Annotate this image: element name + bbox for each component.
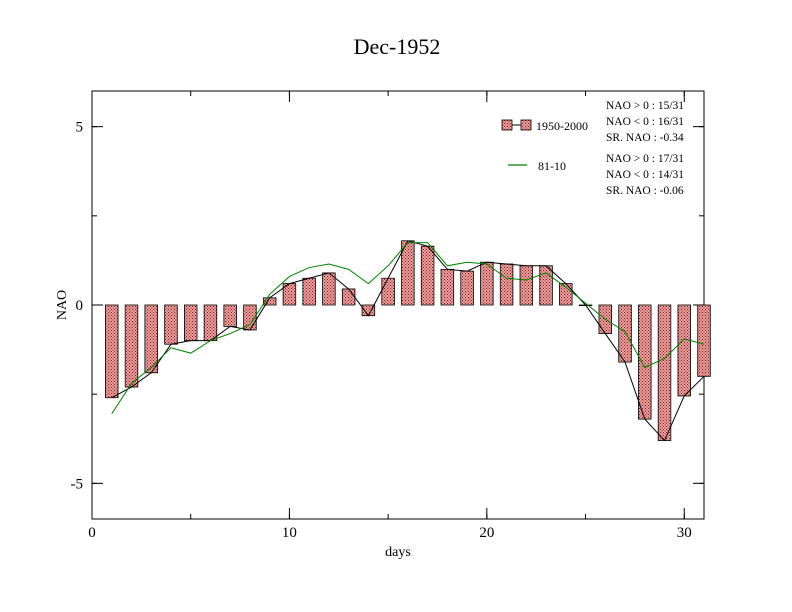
x-tick-label-10: 10 xyxy=(282,525,297,541)
line-series-81-10 xyxy=(111,242,705,415)
bar-series-1950-2000 xyxy=(105,240,711,441)
line-series-layer xyxy=(111,240,705,442)
bar-day-27 xyxy=(618,304,632,363)
bar-day-18 xyxy=(440,268,455,306)
legend-label-81-10: 81-10 xyxy=(538,159,566,173)
x-tick-label-20: 20 xyxy=(479,525,494,541)
legend-bar-swatch-left xyxy=(501,119,513,131)
legend: 1950-2000 81-10 NAO > 0 : 15/31 NAO < 0 … xyxy=(501,100,684,197)
chart-title: Dec-1952 xyxy=(354,34,441,59)
stat-8110-nao-positive: NAO > 0 : 17/31 xyxy=(606,153,684,165)
bar-day-16 xyxy=(401,240,415,306)
bar-day-4 xyxy=(164,304,178,345)
legend-bar-swatch-right xyxy=(520,119,532,131)
bar-day-12 xyxy=(322,272,336,306)
stat-1950-nao-positive: NAO > 0 : 15/31 xyxy=(606,100,684,112)
bar-day-15 xyxy=(381,277,395,306)
stat-1950-sr-nao: SR. NAO : -0.34 xyxy=(606,132,684,144)
bar-day-23 xyxy=(539,265,553,306)
y-axis-label: NAO xyxy=(55,290,70,320)
bar-day-22 xyxy=(519,265,534,306)
x-axis-label: days xyxy=(385,545,411,560)
bar-day-19 xyxy=(460,270,474,306)
bar-day-7 xyxy=(223,304,237,327)
bar-day-1 xyxy=(105,304,119,399)
bar-day-13 xyxy=(341,288,356,306)
bar-day-28 xyxy=(638,304,652,420)
bar-day-21 xyxy=(499,263,514,306)
bar-day-5 xyxy=(183,304,198,342)
y-tick-label-0: 0 xyxy=(76,298,84,314)
bar-day-30 xyxy=(677,304,691,397)
x-tick-label-30: 30 xyxy=(677,525,692,541)
bar-day-17 xyxy=(420,245,435,306)
bar-day-2 xyxy=(124,304,139,388)
x-tick-label-0: 0 xyxy=(88,525,96,541)
stat-8110-nao-negative: NAO < 0 : 14/31 xyxy=(606,169,684,181)
legend-label-1950-2000: 1950-2000 xyxy=(536,119,588,133)
bar-day-20 xyxy=(480,261,494,306)
bar-day-29 xyxy=(657,304,672,441)
bar-day-6 xyxy=(203,304,218,342)
bar-day-31 xyxy=(697,304,711,377)
axis-ticks: 0 10 20 30 5 0 -5 xyxy=(71,91,704,541)
y-tick-label--5: -5 xyxy=(71,476,84,492)
y-tick-label-5: 5 xyxy=(76,120,84,136)
stat-8110-sr-nao: SR. NAO : -0.06 xyxy=(606,185,684,197)
bar-day-11 xyxy=(302,277,316,306)
stat-1950-nao-negative: NAO < 0 : 16/31 xyxy=(606,116,684,128)
